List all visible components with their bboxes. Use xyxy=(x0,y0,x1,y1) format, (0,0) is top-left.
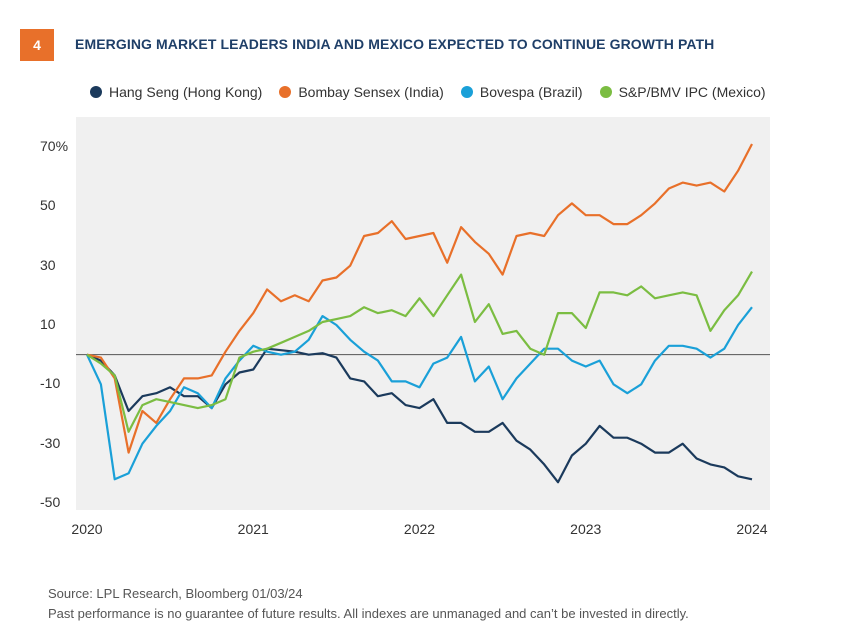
legend-swatch-icon xyxy=(279,86,292,98)
legend-item-3: S&P/BMV IPC (Mexico) xyxy=(599,84,766,100)
series-line-3 xyxy=(86,271,753,433)
y-tick-label: 70% xyxy=(40,138,69,154)
series-line-0 xyxy=(86,347,753,484)
x-tick-label: 2021 xyxy=(237,521,269,537)
y-tick-label: 30 xyxy=(40,256,56,273)
legend-swatch-icon xyxy=(460,86,473,98)
legend-item-2: Bovespa (Brazil) xyxy=(460,84,583,100)
legend-label: Bovespa (Brazil) xyxy=(479,84,583,100)
x-tick-label: 2022 xyxy=(403,521,436,537)
legend-swatch-icon xyxy=(599,86,612,98)
legend-swatch-icon xyxy=(90,86,102,98)
legend-item-1: Bombay Sensex (India) xyxy=(279,84,444,100)
disclaimer-note: Past performance is no guarantee of futu… xyxy=(48,606,689,621)
x-tick-label: 2020 xyxy=(71,521,103,537)
y-tick-label: -10 xyxy=(40,375,61,392)
x-tick-label: 2023 xyxy=(570,521,602,537)
source-note: Source: LPL Research, Bloomberg 01/03/24 xyxy=(48,586,303,601)
legend-label: Hang Seng (Hong Kong) xyxy=(109,84,263,100)
chart-legend: Hang Seng (Hong Kong) Bombay Sensex (Indi… xyxy=(90,84,766,100)
chart-number-badge: 4 xyxy=(20,29,54,61)
y-tick-label: 10 xyxy=(40,316,56,332)
plot-area xyxy=(76,117,770,510)
legend-item-0: Hang Seng (Hong Kong) xyxy=(90,84,262,100)
series-line-2 xyxy=(86,306,753,481)
chart-title: EMERGING MARKET LEADERS INDIA AND MEXICO… xyxy=(75,36,715,52)
legend-label: S&P/BMV IPC (Mexico) xyxy=(618,84,766,100)
series-line-1 xyxy=(86,143,753,454)
legend-label: Bombay Sensex (India) xyxy=(298,84,444,100)
y-tick-label: 50 xyxy=(40,197,56,214)
y-tick-label: -30 xyxy=(40,434,61,451)
y-tick-label: -50 xyxy=(40,494,61,510)
x-tick-label: 2024 xyxy=(736,521,768,537)
